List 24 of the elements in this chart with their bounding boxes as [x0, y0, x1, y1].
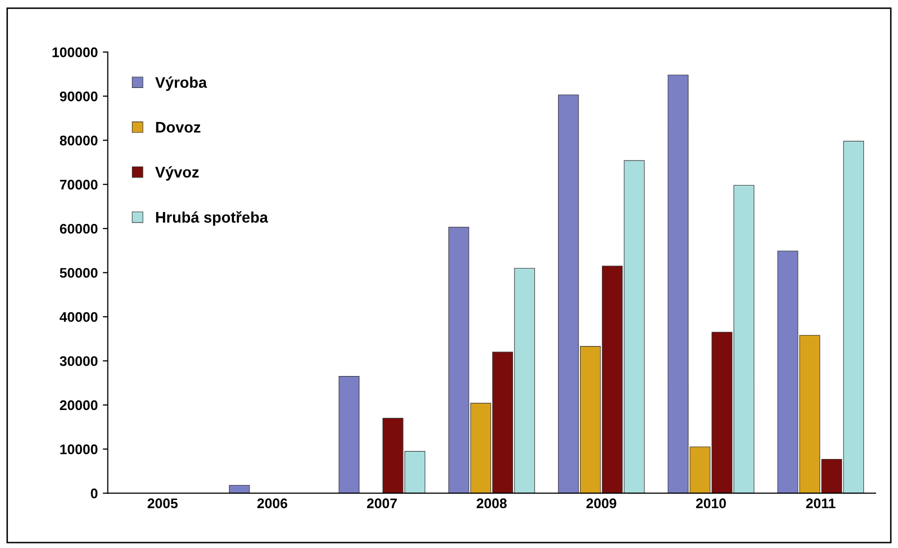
y-tick-label: 100000 — [52, 47, 98, 58]
y-tick-label: 80000 — [60, 136, 98, 146]
y-tick-label: 90000 — [60, 92, 98, 102]
y-tick-label: 10000 — [60, 444, 98, 454]
x-tick-label: 2005 — [148, 498, 178, 508]
legend-label: Výroba — [155, 76, 208, 91]
y-tick-label: 20000 — [60, 400, 98, 410]
y-tick-label: 60000 — [60, 224, 98, 234]
y-tick-label: 40000 — [60, 312, 98, 322]
x-tick-label: 2007 — [367, 498, 397, 508]
legend-label: Dovoz — [156, 122, 200, 133]
y-tick-label: 70000 — [60, 180, 98, 190]
x-tick-label: 2006 — [257, 498, 288, 508]
legend-label: Vývoz — [155, 166, 199, 181]
bar — [338, 376, 360, 494]
legend-label: Hrubá spotřeba — [156, 211, 268, 226]
x-tick-label: 2011 — [806, 498, 836, 508]
x-tick-label: 2010 — [696, 498, 726, 508]
x-tick-label: 2008 — [476, 498, 507, 508]
bar — [229, 484, 250, 494]
y-tick-label: 50000 — [60, 268, 98, 278]
x-tick-label: 2009 — [586, 498, 616, 508]
y-tick-label: 0 — [90, 488, 98, 498]
y-tick-label: 30000 — [60, 356, 98, 366]
